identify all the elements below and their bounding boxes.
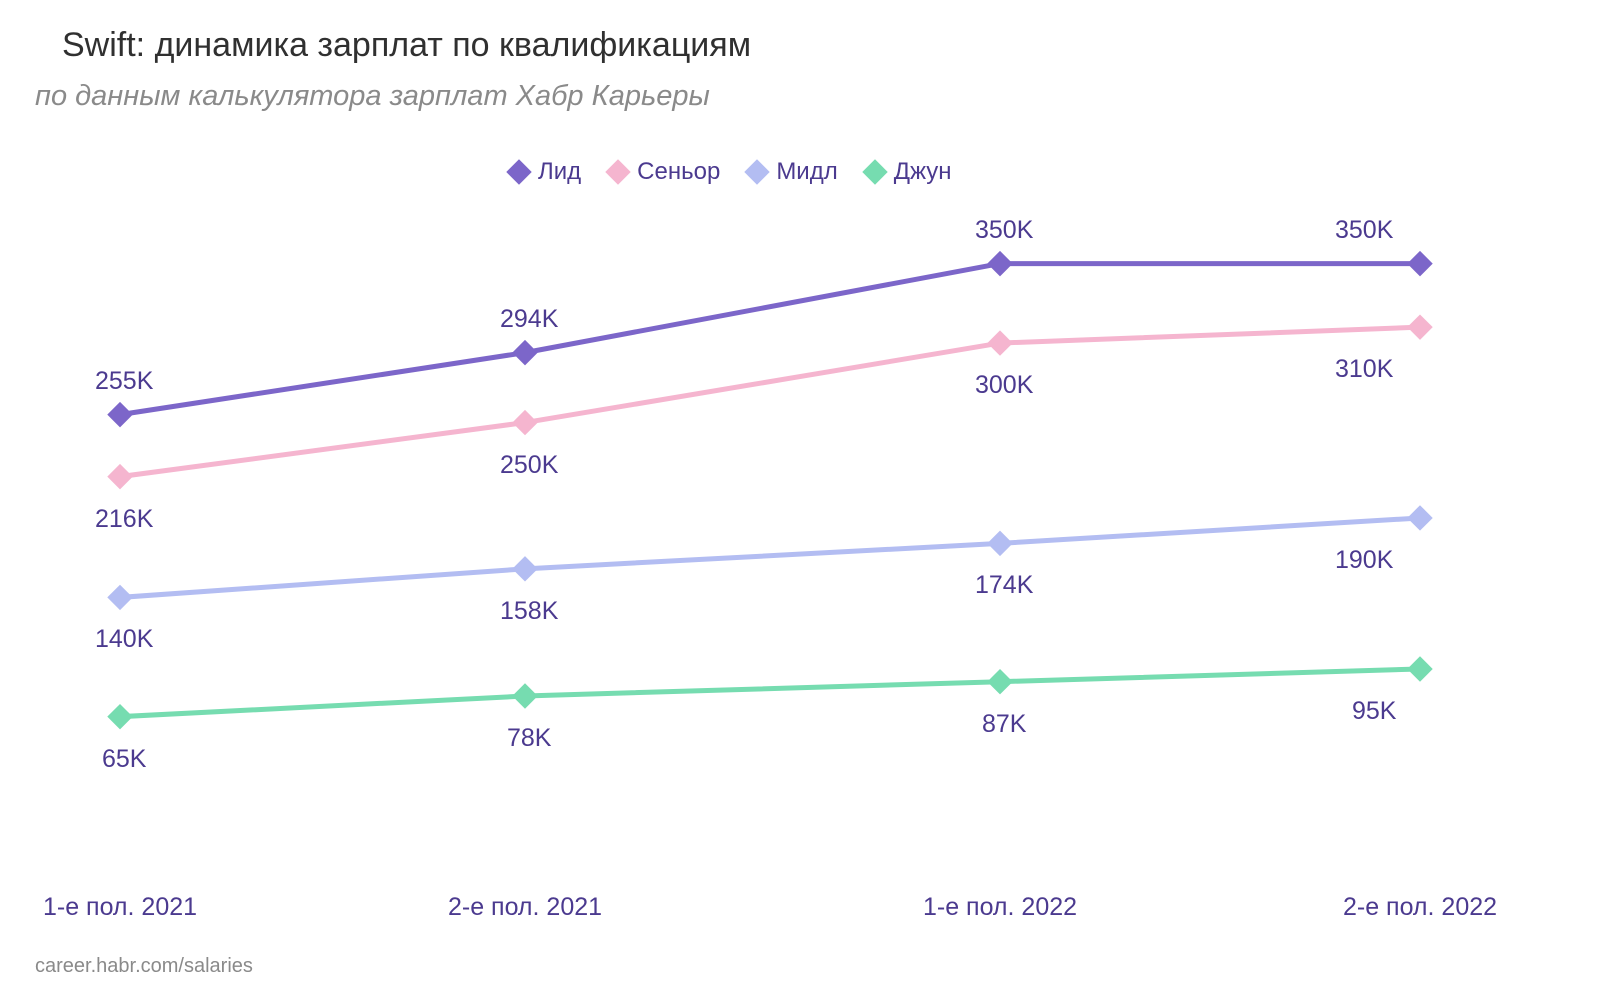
diamond-icon (107, 464, 132, 489)
series-markers (107, 251, 1432, 427)
data-label: 350K (975, 216, 1033, 245)
data-label: 78K (507, 724, 551, 753)
diamond-icon (107, 585, 132, 610)
diamond-icon (987, 251, 1012, 276)
series-markers (107, 314, 1432, 489)
diamond-icon (605, 159, 630, 184)
series-line (120, 669, 1420, 717)
data-label: 95K (1352, 697, 1396, 726)
x-axis-label: 1-е пол. 2021 (43, 893, 197, 922)
data-label: 294K (500, 305, 558, 334)
data-label: 87K (982, 710, 1026, 739)
legend-label: Сеньор (637, 158, 720, 186)
diamond-icon (987, 669, 1012, 694)
diamond-icon (987, 330, 1012, 355)
x-axis-label: 2-е пол. 2022 (1343, 893, 1497, 922)
diamond-icon (862, 159, 887, 184)
x-axis-label: 1-е пол. 2022 (923, 893, 1077, 922)
series-line (120, 327, 1420, 476)
diamond-icon (987, 531, 1012, 556)
diamond-icon (107, 704, 132, 729)
data-label: 190K (1335, 546, 1393, 575)
series-line (120, 264, 1420, 415)
data-label: 250K (500, 451, 558, 480)
series-line (120, 518, 1420, 597)
legend-item: Лид (510, 158, 581, 186)
diamond-icon (1407, 505, 1432, 530)
data-label: 310K (1335, 355, 1393, 384)
diamond-icon (512, 410, 537, 435)
diamond-icon (107, 402, 132, 427)
data-label: 300K (975, 371, 1033, 400)
data-label: 216K (95, 505, 153, 534)
legend: Лид Сеньор Мидл Джун (510, 158, 952, 186)
legend-label: Лид (538, 158, 581, 186)
chart-title: Swift: динамика зарплат по квалификациям (62, 26, 751, 65)
data-label: 65K (102, 745, 146, 774)
diamond-icon (1407, 314, 1432, 339)
diamond-icon (512, 683, 537, 708)
legend-label: Мидл (776, 158, 837, 186)
diamond-icon (506, 159, 531, 184)
footer-source: career.habr.com/salaries (35, 955, 253, 978)
data-label: 140K (95, 625, 153, 654)
series-markers (107, 656, 1432, 729)
diamond-icon (512, 556, 537, 581)
x-axis-label: 2-е пол. 2021 (448, 893, 602, 922)
chart-plot (100, 200, 1520, 820)
chart-subtitle: по данным калькулятора зарплат Хабр Карь… (35, 80, 710, 113)
data-label: 350K (1335, 216, 1393, 245)
diamond-icon (1407, 251, 1432, 276)
legend-label: Джун (894, 158, 952, 186)
diamond-icon (745, 159, 770, 184)
data-label: 174K (975, 571, 1033, 600)
diamond-icon (1407, 656, 1432, 681)
data-label: 158K (500, 597, 558, 626)
legend-item: Мидл (748, 158, 837, 186)
diamond-icon (512, 340, 537, 365)
legend-item: Джун (866, 158, 952, 186)
data-label: 255K (95, 367, 153, 396)
legend-item: Сеньор (609, 158, 720, 186)
